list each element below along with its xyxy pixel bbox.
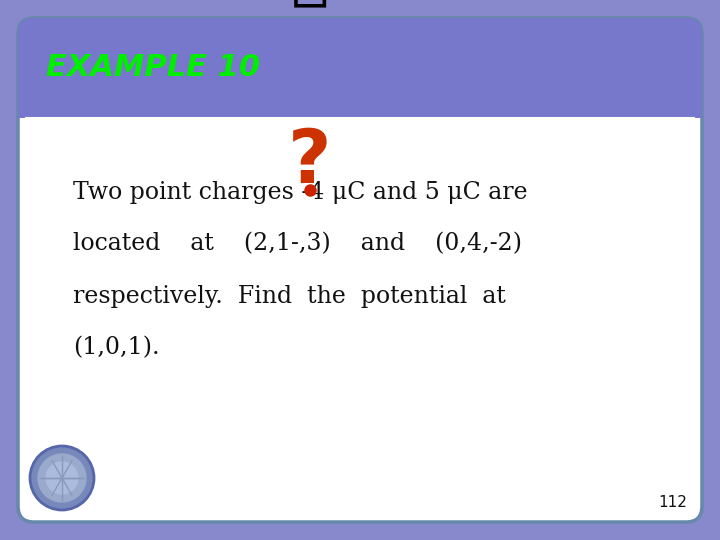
Text: 🔥: 🔥 bbox=[291, 0, 329, 8]
Circle shape bbox=[30, 446, 94, 510]
Text: located    at    (2,1-,3)    and    (0,4,-2): located at (2,1-,3) and (0,4,-2) bbox=[73, 233, 522, 255]
Text: 112: 112 bbox=[658, 495, 687, 510]
Text: EXAMPLE 10: EXAMPLE 10 bbox=[46, 53, 260, 83]
Text: respectively.  Find  the  potential  at: respectively. Find the potential at bbox=[73, 285, 506, 307]
Circle shape bbox=[46, 462, 78, 494]
Text: Two point charges -4 μC and 5 μC are: Two point charges -4 μC and 5 μC are bbox=[73, 180, 528, 204]
Bar bbox=[18, 68, 702, 118]
FancyBboxPatch shape bbox=[18, 18, 702, 118]
Text: ?: ? bbox=[288, 126, 332, 199]
Circle shape bbox=[38, 454, 86, 502]
Text: (1,0,1).: (1,0,1). bbox=[73, 336, 160, 360]
FancyBboxPatch shape bbox=[18, 18, 702, 522]
